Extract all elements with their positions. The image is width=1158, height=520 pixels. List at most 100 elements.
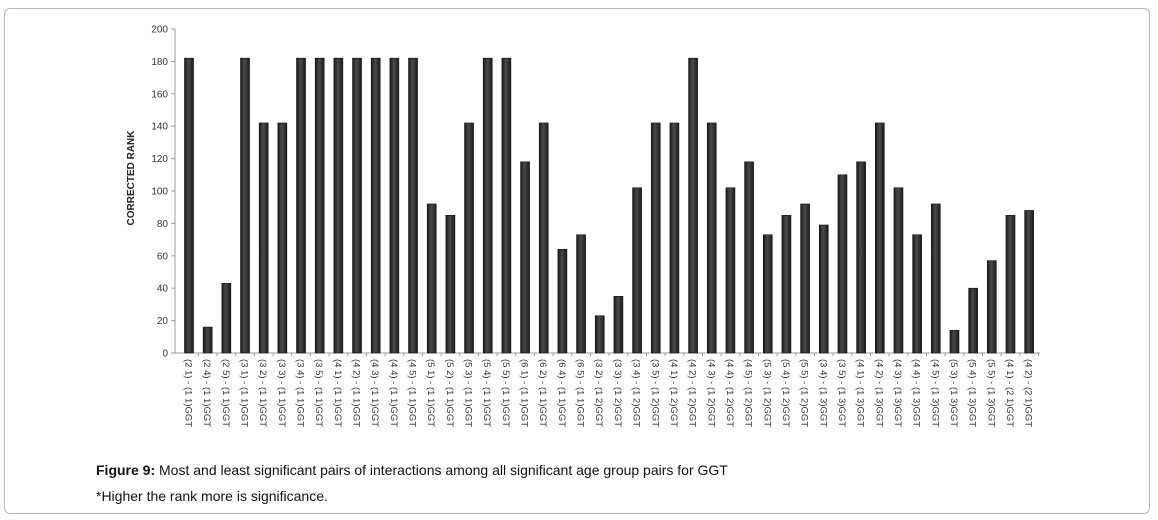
bar bbox=[184, 57, 194, 354]
bar bbox=[1005, 215, 1016, 354]
x-tick-label: (5 4) - (1 2)GGT bbox=[780, 359, 791, 427]
bar bbox=[725, 187, 736, 354]
bar bbox=[538, 122, 549, 354]
bar bbox=[445, 215, 456, 354]
caption-label: Figure 9: bbox=[96, 462, 156, 478]
bar bbox=[389, 57, 400, 354]
bar bbox=[464, 122, 474, 354]
bar bbox=[800, 203, 810, 354]
x-tick-label: (6 5) - (1 1)GGT bbox=[575, 359, 586, 427]
bar bbox=[669, 122, 680, 354]
x-tick-label: (5 3) - (1 1)GGT bbox=[463, 359, 474, 427]
bar bbox=[501, 57, 512, 354]
bar bbox=[762, 234, 773, 354]
x-tick-label: (3 2) - (1 2)GGT bbox=[593, 359, 604, 427]
bar bbox=[706, 122, 717, 354]
x-tick-label: (3 1) - (1 1)GGT bbox=[239, 359, 250, 427]
x-tick-label: (2 1) - (1 1)GGT bbox=[183, 359, 194, 427]
x-tick-label: (4 2) - (2 1)GGT bbox=[1023, 359, 1034, 427]
x-tick-label: (6 2) - (1 1)GGT bbox=[537, 359, 548, 427]
x-tick-label: (3 5) - (1 2)GGT bbox=[649, 359, 660, 427]
x-tick-label: (4 1) - (1 3)GGT bbox=[855, 359, 866, 427]
caption-note: *Higher the rank more is significance. bbox=[96, 488, 328, 504]
y-tick-label: 80 bbox=[157, 219, 169, 230]
y-tick-label: 160 bbox=[151, 89, 168, 100]
bar bbox=[594, 315, 605, 354]
x-tick-label: (5 4) - (1 1)GGT bbox=[481, 359, 492, 427]
x-tick-label: (4 5) - (1 3)GGT bbox=[929, 359, 940, 427]
bar bbox=[781, 215, 792, 354]
figure-caption: Figure 9: Most and least significant pai… bbox=[96, 462, 728, 478]
bar bbox=[482, 57, 493, 354]
y-tick-label: 40 bbox=[157, 284, 169, 295]
bar bbox=[818, 224, 829, 354]
x-tick-label: (4 3) - (1 2)GGT bbox=[705, 359, 716, 427]
x-tick-label: (3 3) - (1 1)GGT bbox=[276, 359, 287, 427]
x-tick-label: (3 3) - (1 2)GGT bbox=[612, 359, 623, 427]
y-tick-label: 100 bbox=[151, 187, 168, 198]
y-tick-label: 140 bbox=[151, 122, 168, 133]
x-tick-label: (4 2) - (1 2)GGT bbox=[687, 359, 698, 427]
bar bbox=[688, 57, 698, 354]
bar bbox=[296, 57, 306, 354]
bar bbox=[202, 326, 213, 354]
y-tick-label: 0 bbox=[162, 349, 168, 360]
bar bbox=[240, 57, 250, 354]
x-tick-label: (5 5) - (1 1)GGT bbox=[500, 359, 511, 427]
x-tick-label: (4 4) - (1 1)GGT bbox=[388, 359, 399, 427]
bar bbox=[930, 203, 941, 354]
bar bbox=[632, 187, 642, 354]
x-tick-label: (3 4) - (1 1)GGT bbox=[295, 359, 306, 427]
x-tick-label: (3 4) - (1 3)GGT bbox=[817, 359, 828, 427]
bar bbox=[520, 161, 530, 354]
bar bbox=[650, 122, 661, 354]
bar bbox=[949, 330, 960, 354]
bar-chart: 0 20 40 60 80 100 120 140 160 180 200 (2 1) - (1 1… bbox=[126, 25, 1040, 427]
x-tick-label: (6 1) - (1 1)GGT bbox=[519, 359, 530, 427]
y-tick-label: 180 bbox=[151, 57, 168, 68]
bar bbox=[221, 283, 232, 354]
x-tick-label: (5 2) - (1 1)GGT bbox=[444, 359, 455, 427]
bar bbox=[744, 161, 754, 354]
x-tick-labels: (2 1) - (1 1)GGT (2 4) - (1 1)GGT (2 5) - … bbox=[183, 359, 1034, 427]
x-tick-label: (4 5) - (1 1)GGT bbox=[407, 359, 418, 427]
x-tick-label: (4 5) - (1 2)GGT bbox=[743, 359, 754, 427]
bar bbox=[258, 122, 269, 354]
x-tick-label: (5 3) - (1 3)GGT bbox=[948, 359, 959, 427]
bar bbox=[426, 203, 437, 354]
x-tick-label: (4 2) - (1 1)GGT bbox=[351, 359, 362, 427]
bar bbox=[277, 122, 288, 354]
x-tick-label: (4 4) - (1 2)GGT bbox=[724, 359, 735, 427]
y-tick-label: 20 bbox=[157, 316, 169, 327]
x-tick-label: (2 4) - (1 1)GGT bbox=[201, 359, 212, 427]
bar bbox=[408, 57, 418, 354]
bar bbox=[987, 260, 997, 354]
x-tick-label: (2 5) - (1 1)GGT bbox=[220, 359, 231, 427]
x-tick-label: (3 5) - (1 1)GGT bbox=[313, 359, 324, 427]
x-axis bbox=[175, 352, 1040, 356]
y-tick-label: 60 bbox=[157, 251, 169, 262]
bar bbox=[912, 234, 922, 354]
x-tick-label: (3 4) - (1 2)GGT bbox=[631, 359, 642, 427]
bar bbox=[576, 234, 586, 354]
x-tick-label: (5 1) - (1 1)GGT bbox=[425, 359, 436, 427]
x-tick-label: (4 2) - (1 3)GGT bbox=[873, 359, 884, 427]
bar bbox=[1024, 210, 1034, 354]
bar bbox=[837, 174, 848, 354]
bar bbox=[893, 187, 904, 354]
x-tick-label: (3 5) - (1 3)GGT bbox=[836, 359, 847, 427]
bar bbox=[352, 57, 362, 354]
bar bbox=[613, 295, 624, 354]
x-tick-label: (4 3) - (1 1)GGT bbox=[369, 359, 380, 427]
x-tick-label: (5 5) - (1 2)GGT bbox=[799, 359, 810, 427]
bar bbox=[314, 57, 325, 354]
x-tick-label: (6 4) - (1 1)GGT bbox=[556, 359, 567, 427]
y-axis-label: CORRECTED RANK bbox=[126, 130, 137, 226]
x-tick-label: (5 5) - (1 3)GGT bbox=[985, 359, 996, 427]
caption-text: Most and least significant pairs of inte… bbox=[155, 462, 728, 478]
bar bbox=[557, 249, 568, 354]
y-axis: 0 20 40 60 80 100 120 140 160 180 200 bbox=[151, 25, 176, 360]
bar bbox=[370, 57, 381, 354]
bar bbox=[968, 287, 978, 354]
x-tick-label: (4 3) - (1 3)GGT bbox=[892, 359, 903, 427]
